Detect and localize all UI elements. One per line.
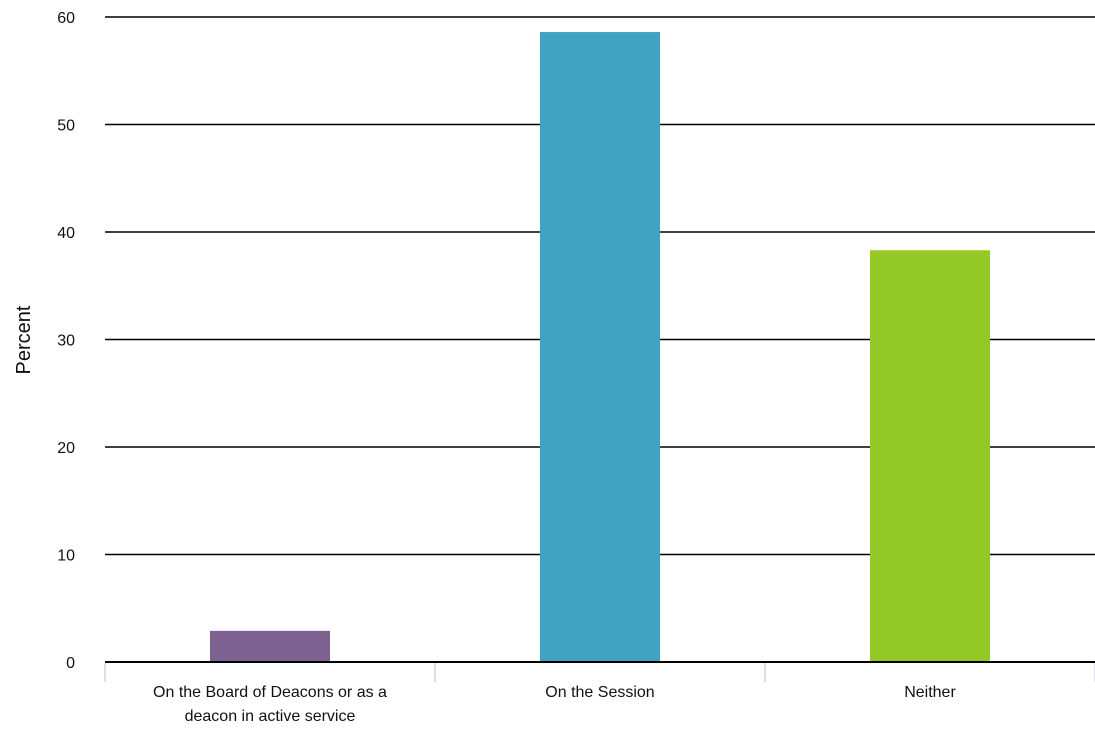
x-tick-label-0-line-0: On the Board of Deacons or as a bbox=[153, 684, 387, 701]
y-axis-ticks: 0 10 20 30 40 50 60 bbox=[57, 10, 75, 672]
bar-2 bbox=[870, 250, 990, 662]
y-axis-title: Percent bbox=[13, 305, 35, 374]
bar-0 bbox=[210, 630, 330, 662]
y-tick-label-0: 0 bbox=[66, 655, 75, 672]
x-tick-label-0-line-1: deacon in active service bbox=[185, 708, 356, 725]
bar-1 bbox=[540, 32, 660, 663]
bars bbox=[210, 32, 990, 663]
y-tick-label-10: 10 bbox=[57, 548, 75, 565]
x-tick-label-1: On the Session bbox=[545, 684, 654, 701]
x-tick-label-2: Neither bbox=[904, 684, 956, 701]
x-axis bbox=[104, 661, 1095, 682]
y-tick-label-30: 30 bbox=[57, 333, 75, 350]
x-axis-labels: On the Board of Deacons or as a deacon in… bbox=[153, 684, 956, 725]
y-tick-label-50: 50 bbox=[57, 118, 75, 135]
y-tick-label-40: 40 bbox=[57, 225, 75, 242]
y-tick-label-20: 20 bbox=[57, 440, 75, 457]
y-tick-label-60: 60 bbox=[57, 10, 75, 27]
